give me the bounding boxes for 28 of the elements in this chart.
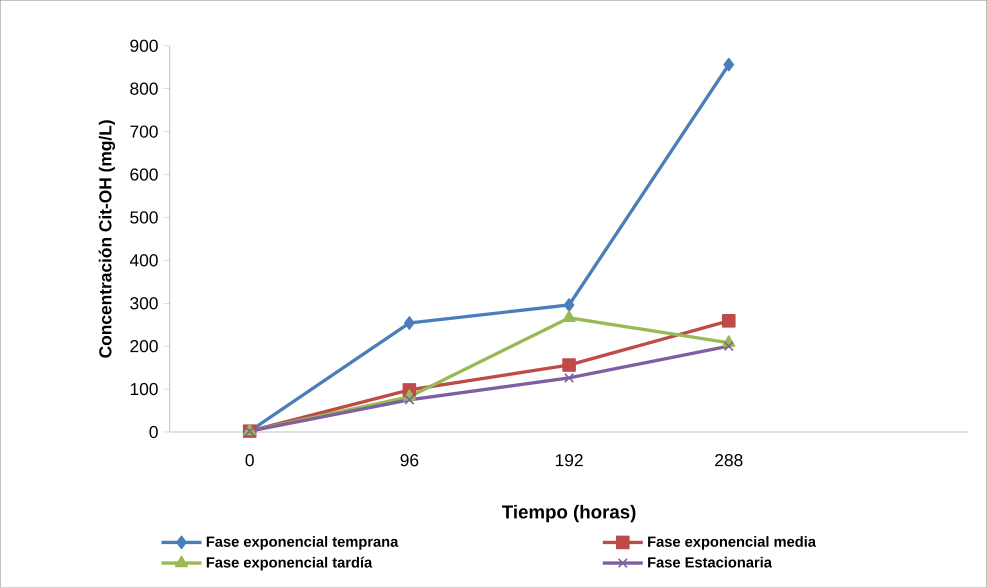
x-axis-title: Tiempo (horas): [502, 504, 636, 522]
y-axis-title: Concentración Cit-OH (mg/L): [98, 120, 116, 358]
y-tick-label: 100: [130, 383, 158, 396]
point: [562, 358, 576, 372]
legend-label: Fase exponencial temprana: [206, 536, 398, 550]
y-tick-label: 0: [149, 426, 158, 438]
point: [564, 372, 574, 384]
legend-label: Fase exponencial tardía: [206, 556, 372, 571]
y-tick-label: 300: [130, 297, 158, 310]
y-tick-label: 800: [130, 82, 158, 95]
point: [404, 394, 414, 405]
legend-label: Fase exponencial media: [648, 536, 816, 550]
point: [722, 314, 736, 328]
x-tick-label: 96: [400, 454, 418, 466]
x-tick-label: 0: [246, 454, 254, 466]
y-tick-label: 200: [130, 340, 158, 352]
point: [564, 298, 574, 312]
y-tick-label: 900: [130, 40, 158, 52]
point: [723, 58, 734, 72]
legend-label: Fase Estacionaria: [648, 556, 772, 568]
x-tick-label: 192: [556, 454, 583, 466]
point: [404, 316, 415, 330]
y-tick-label: 700: [130, 126, 158, 138]
x-tick-label: 288: [715, 454, 742, 466]
point: [724, 341, 734, 352]
y-tick-label: 500: [130, 211, 158, 224]
y-tick-label: 600: [130, 168, 158, 181]
y-tick-label: 400: [130, 254, 158, 267]
